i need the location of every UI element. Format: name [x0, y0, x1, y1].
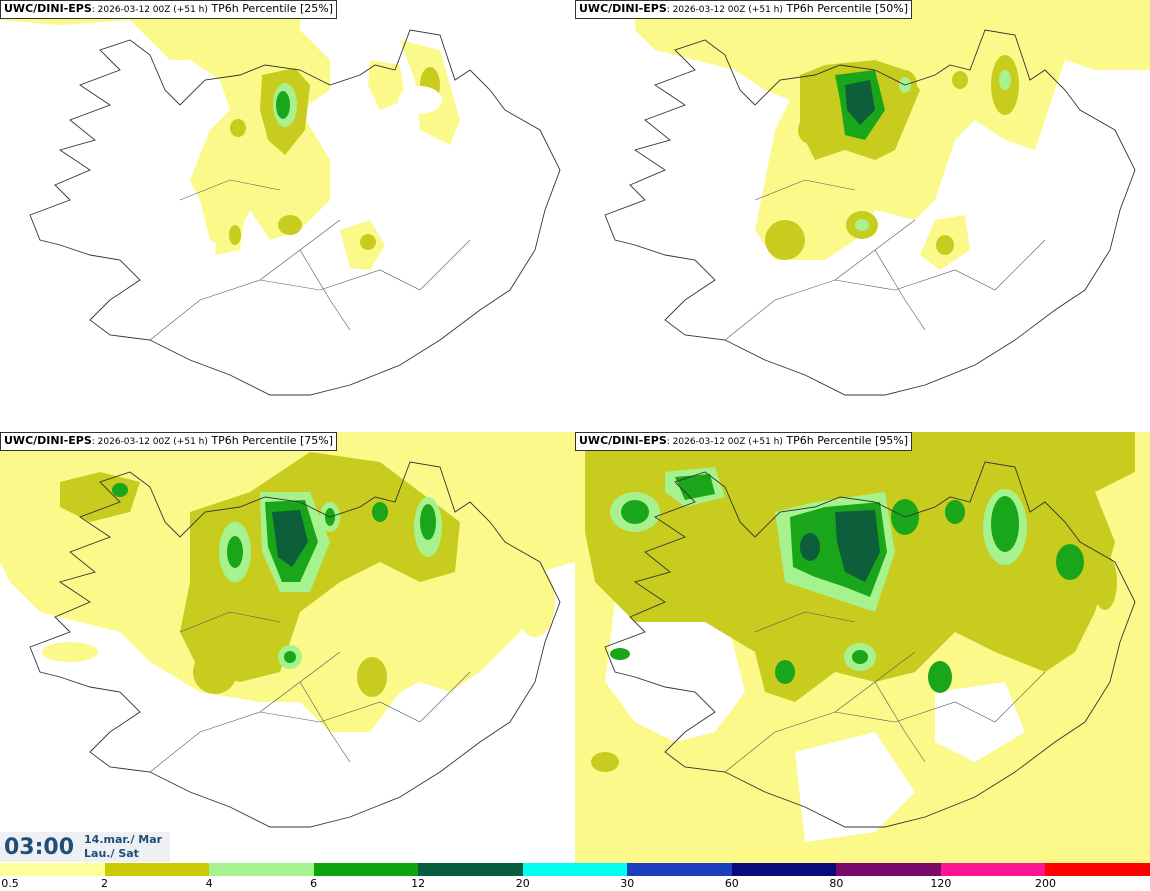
- coastline: [29, 29, 561, 396]
- valid-date: 14.mar./ Mar Lau./ Sat: [84, 833, 162, 861]
- colorbar-tick-label: 80: [829, 877, 844, 890]
- colorbar-segment: [313, 863, 419, 876]
- panel-title: UWC/DINI-EPS: 2026-03-12 00Z (+51 h) TP6…: [0, 0, 337, 19]
- colorbar-ticks: 0.5 2 4 6 12 20 30 60 80 120 200: [0, 877, 1150, 891]
- colorbar-tick-label: 60: [724, 877, 739, 890]
- map-panel-p95: UWC/DINI-EPS: 2026-03-12 00Z (+51 h) TP6…: [575, 432, 1150, 864]
- precip-map-p95: [575, 432, 1150, 864]
- panel-title: UWC/DINI-EPS: 2026-03-12 00Z (+51 h) TP6…: [575, 0, 912, 19]
- colorbar: [0, 863, 1150, 876]
- panel-title: UWC/DINI-EPS: 2026-03-12 00Z (+51 h) TP6…: [0, 432, 337, 451]
- map-panel-p25: UWC/DINI-EPS: 2026-03-12 00Z (+51 h) TP6…: [0, 0, 575, 432]
- colorbar-segment: [627, 863, 732, 876]
- model-name: UWC/DINI-EPS: [579, 2, 667, 15]
- run-info: : 2026-03-12 00Z (+51 h): [666, 5, 783, 15]
- colorbar-tick-label: 4: [205, 877, 213, 890]
- colorbar-tick-label: 30: [620, 877, 635, 890]
- product-name: TP6h Percentile [50%]: [782, 2, 908, 15]
- map-panel-p75: UWC/DINI-EPS: 2026-03-12 00Z (+51 h) TP6…: [0, 432, 575, 864]
- colorbar-tick-label: 12: [411, 877, 426, 890]
- colorbar-tick-label: 120: [930, 877, 952, 890]
- colorbar-segment: [0, 863, 105, 876]
- colorbar-tick-label: 200: [1034, 877, 1056, 890]
- product-name: TP6h Percentile [75%]: [207, 434, 333, 447]
- run-info: : 2026-03-12 00Z (+51 h): [91, 5, 208, 15]
- colorbar-segment: [104, 863, 210, 876]
- model-name: UWC/DINI-EPS: [579, 434, 667, 447]
- product-name: TP6h Percentile [95%]: [782, 434, 908, 447]
- valid-date-line1: 14.mar./ Mar: [84, 833, 163, 846]
- valid-time: 03:00: [4, 834, 75, 860]
- colorbar-tick-label: 20: [515, 877, 530, 890]
- colorbar-segment: [522, 863, 628, 876]
- colorbar-segment: [1045, 863, 1150, 876]
- colorbar-segment: [418, 863, 523, 876]
- model-name: UWC/DINI-EPS: [4, 2, 92, 15]
- colorbar-tick-label: 2: [101, 877, 109, 890]
- panel-title: UWC/DINI-EPS: 2026-03-12 00Z (+51 h) TP6…: [575, 432, 912, 451]
- map-panel-p50: UWC/DINI-EPS: 2026-03-12 00Z (+51 h) TP6…: [575, 0, 1150, 432]
- run-info: : 2026-03-12 00Z (+51 h): [91, 437, 208, 447]
- colorbar-tick-label: 0.5: [1, 877, 19, 890]
- product-name: TP6h Percentile [25%]: [207, 2, 333, 15]
- model-name: UWC/DINI-EPS: [4, 434, 92, 447]
- run-info: : 2026-03-12 00Z (+51 h): [666, 437, 783, 447]
- precip-map-p75: [0, 432, 575, 828]
- precip-map-p50: [604, 0, 1150, 396]
- colorbar-segment: [731, 863, 837, 876]
- colorbar-tick-label: 6: [310, 877, 318, 890]
- precip-map-p25: [0, 0, 561, 396]
- valid-date-line2: Lau./ Sat: [84, 847, 139, 860]
- colorbar-segment: [836, 863, 941, 876]
- precip-field-light: [0, 0, 330, 250]
- colorbar-segment: [209, 863, 314, 876]
- colorbar-segment: [940, 863, 1046, 876]
- valid-time-box: 03:00 14.mar./ Mar Lau./ Sat: [0, 832, 170, 862]
